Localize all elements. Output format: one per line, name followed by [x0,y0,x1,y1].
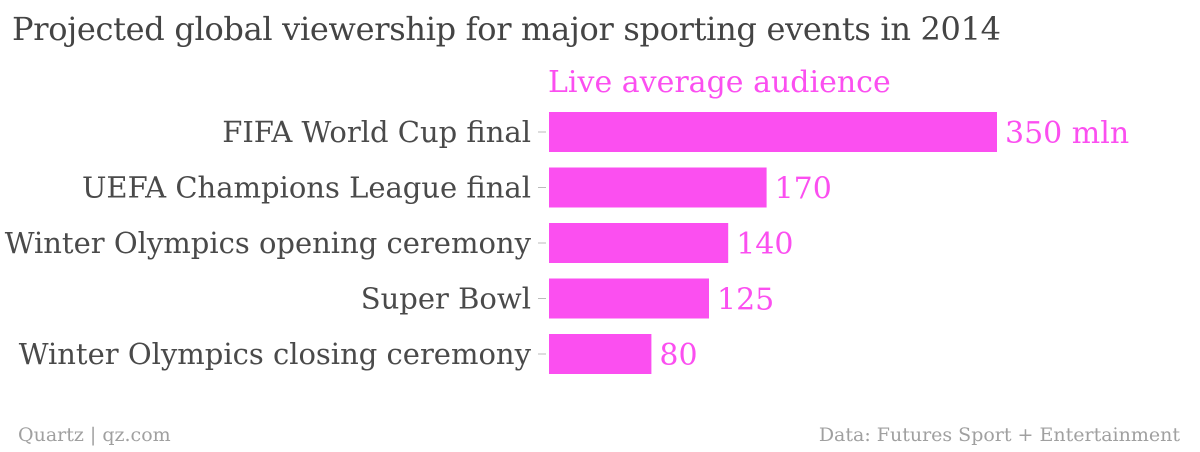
chart-title: Projected global viewership for major sp… [12,10,1001,48]
value-label: 80 [659,338,697,373]
footer-source-right: Data: Futures Sport + Entertainment [818,424,1180,446]
category-label: UEFA Champions League final [82,171,531,205]
bar-chart: Live average audience FIFA World Cup fin… [5,65,1129,374]
category-label: Winter Olympics closing ceremony [19,337,532,371]
value-label: 140 [736,227,793,262]
series-label: Live average audience [548,65,891,100]
bars-layer: FIFA World Cup final 350 mln UEFA Champion… [5,112,1129,374]
category-label: Winter Olympics opening ceremony [5,226,532,260]
value-label: 170 [775,172,832,207]
bar [549,167,767,208]
bar [549,223,729,263]
footer-source-left: Quartz | qz.com [18,424,171,446]
category-label: FIFA World Cup final [222,115,531,149]
value-label: 350 mln [1005,116,1129,151]
bar [549,278,709,319]
bar [549,334,652,374]
value-label: 125 [717,283,774,318]
bar [549,112,997,152]
category-label: Super Bowl [361,282,531,316]
